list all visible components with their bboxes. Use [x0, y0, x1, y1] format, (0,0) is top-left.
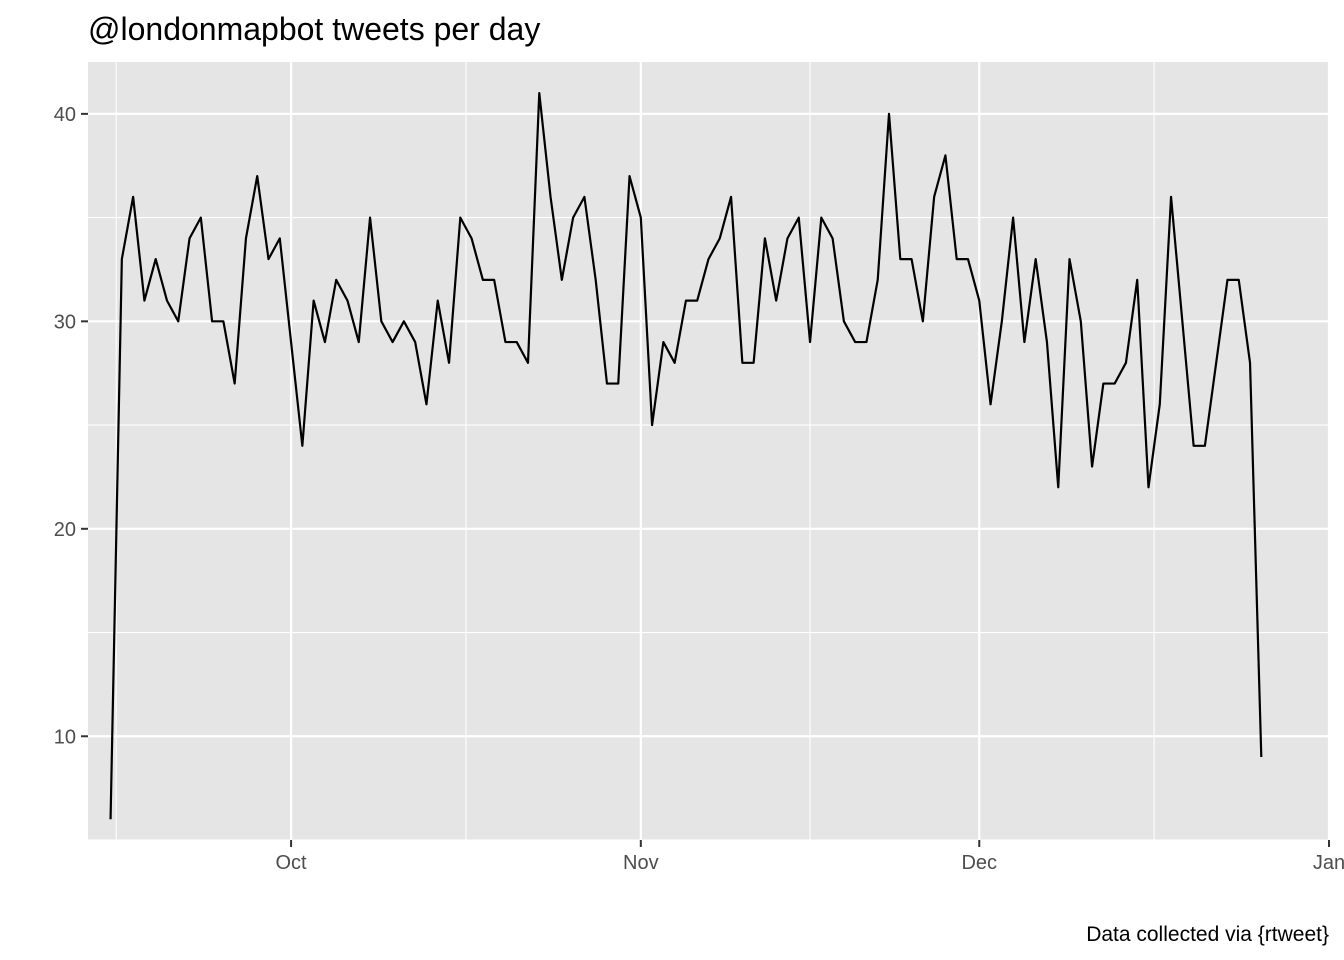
- x-tick-label: Oct: [276, 852, 308, 874]
- y-tick-label: 10: [54, 726, 76, 748]
- y-tick-label: 30: [54, 311, 76, 333]
- minor-gridlines: [88, 62, 1329, 841]
- x-tick-label: Jan: [1313, 852, 1344, 874]
- y-axis: 10 20 30 40: [54, 104, 88, 748]
- y-tick-label: 40: [54, 104, 76, 126]
- x-axis: Oct Nov Dec Jan: [276, 840, 1344, 874]
- series-line: [109, 92, 1263, 820]
- y-tick-label: 20: [54, 519, 76, 541]
- major-gridlines: [88, 62, 1331, 840]
- x-tick-label: Dec: [961, 852, 997, 874]
- chart-title: @londonmapbot tweets per day: [88, 11, 540, 47]
- plot-panel: [88, 62, 1329, 840]
- chart-caption: Data collected via {rtweet}: [1086, 923, 1329, 946]
- x-tick-label: Nov: [623, 852, 659, 874]
